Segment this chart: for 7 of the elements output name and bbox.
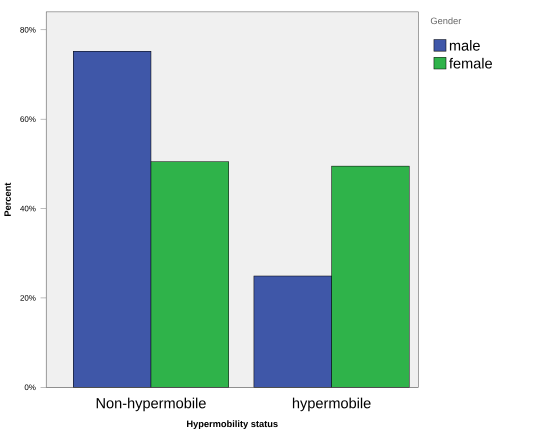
legend-title: Gender bbox=[430, 17, 462, 24]
legend-label: female bbox=[449, 58, 492, 69]
x-axis-title: Hypermobility status bbox=[187, 420, 278, 429]
legend-label: male bbox=[450, 40, 480, 51]
x-tick-label: Non-hypermobile bbox=[96, 398, 206, 412]
y-axis-title: Percent bbox=[4, 182, 11, 216]
x-tick-label: hypermobile bbox=[292, 398, 371, 412]
